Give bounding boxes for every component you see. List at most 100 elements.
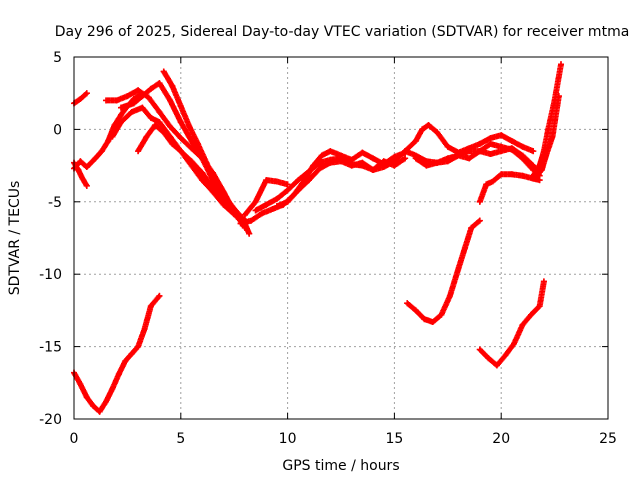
data-point [446,292,453,299]
data-point [145,94,152,101]
data-point [98,148,105,155]
data-point [96,408,103,415]
data-point [316,159,323,166]
data-point [543,152,550,159]
data-point [348,162,355,169]
x-tick-label: 25 [599,431,617,447]
data-point [498,171,505,178]
data-point [359,149,366,156]
data-point [519,321,526,328]
x-tick-label: 0 [70,431,79,447]
data-point [128,350,135,357]
axis-ticks [73,56,609,420]
data-point [485,355,492,362]
data-point [113,97,120,104]
chart-title: Day 296 of 2025, Sidereal Day-to-day VTE… [55,24,630,40]
data-point [199,169,206,176]
data-point [549,133,556,140]
series-arc-21 [476,278,547,369]
data-point [476,198,483,205]
data-point [425,122,432,129]
data-point [489,178,496,185]
data-point [536,177,543,184]
data-point [103,398,110,405]
data-point [143,133,150,140]
data-point [359,159,366,166]
data-point [483,181,490,188]
data-point [252,207,259,214]
data-point [273,203,280,210]
data-point [402,155,409,162]
series-arc-18 [532,93,562,181]
data-point [555,93,562,100]
data-point [83,90,90,97]
data-point [419,126,426,133]
data-point [434,129,441,136]
data-point [421,316,428,323]
data-point [540,278,547,285]
data-point [122,358,129,365]
data-point [338,158,344,165]
data-point [248,217,255,224]
data-point [246,230,253,237]
data-point [203,159,210,166]
data-point [167,123,174,130]
data-point [75,166,82,173]
y-tick-label: 5 [53,50,62,66]
data-point [83,394,90,401]
data-point [412,155,419,162]
data-point [188,137,195,144]
data-point [147,303,154,310]
data-point [476,346,483,353]
series-arc-20 [404,217,483,325]
data-point [558,61,565,68]
data-point [508,137,515,144]
data-point [237,220,244,227]
data-point [487,140,494,147]
data-point [327,148,334,155]
data-point [135,87,142,94]
data-point [476,217,483,224]
data-point [83,182,90,189]
data-point [117,104,124,111]
data-point [77,158,84,165]
data-point [241,211,248,218]
data-point [305,168,312,175]
data-point [530,162,537,169]
x-tick-labels: 0 5 10 15 20 25 [70,431,617,447]
data-point [169,82,176,89]
data-point [211,177,218,184]
data-point [252,198,259,205]
data-point [188,158,195,165]
data-point [468,224,475,231]
data-point [423,162,430,169]
data-point [141,326,148,333]
series-arc-15 [412,145,543,179]
data-point [177,119,184,126]
data-point [487,135,494,142]
data-point [169,140,176,147]
data-point [532,174,539,181]
x-tick-label: 5 [176,431,185,447]
data-point [135,148,142,155]
data-point [429,318,436,325]
data-point [466,155,473,162]
data-point [77,95,84,102]
data-point [105,137,112,144]
data-point [139,93,146,100]
data-point [167,97,174,104]
data-point [519,172,526,179]
data-point [130,100,137,107]
data-point [160,68,167,75]
data-point [209,184,216,191]
data-point [258,210,265,217]
y-tick-label: -5 [48,195,62,211]
data-point [177,148,184,155]
data-point [545,126,552,133]
y-tick-labels: -20 -15 -10 -5 0 5 [39,50,62,428]
series-arc-9 [241,177,291,218]
data-point [380,164,387,171]
data-point [318,152,325,159]
